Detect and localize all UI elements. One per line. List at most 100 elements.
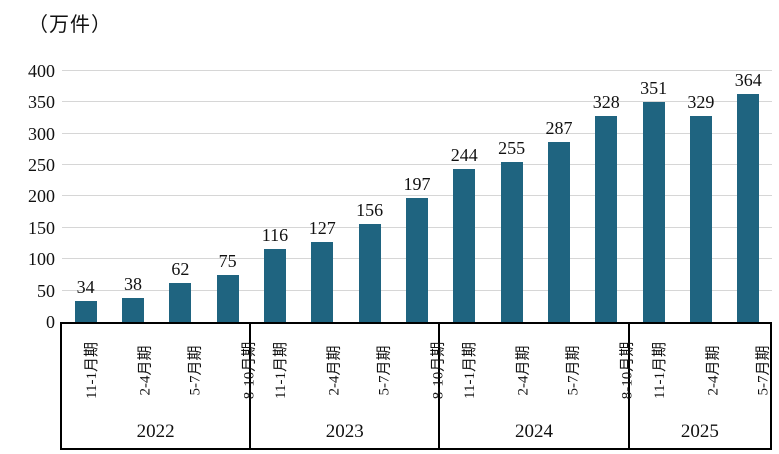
y-axis-tick-label: 150: [28, 218, 55, 238]
x-axis-quarter-label: 8-10月期: [619, 341, 636, 399]
x-axis-quarter-cell: 11-1月期: [251, 324, 308, 416]
year-group: 11-1月期 2-4月期 5-7月期 2025: [630, 324, 773, 448]
bar-value-label: 116: [261, 225, 289, 245]
x-axis-quarter-label: 2-4月期: [137, 345, 154, 395]
x-axis-quarter-cell: 5-7月期: [169, 324, 219, 416]
x-axis-quarter-cell: 2-4月期: [497, 324, 547, 416]
x-axis-quarter-label: 5-7月期: [565, 345, 582, 395]
y-axis-tick-label: 350: [28, 92, 55, 112]
bar-value-label: 127: [308, 218, 336, 238]
bar: [737, 94, 760, 322]
bar: [121, 298, 144, 322]
bar-slot: 328: [583, 71, 630, 322]
y-axis-tick-label: 100: [28, 249, 55, 269]
y-axis-tick-label: 250: [28, 155, 55, 175]
x-axis-quarter-label: 2-4月期: [326, 345, 343, 395]
gridline: [62, 164, 772, 165]
x-axis-quarter-cell: 11-1月期: [62, 324, 119, 416]
x-axis-category-table: 11-1月期 2-4月期 5-7月期 8-10月期 2022 11-1月期 2-4月期 5-7…: [60, 322, 773, 450]
bar: [453, 169, 476, 322]
quarter-label-row: 11-1月期 2-4月期 5-7月期: [630, 324, 771, 416]
bar-value-label: 255: [498, 138, 526, 158]
bar: [689, 116, 712, 322]
bar-slot: 287: [535, 71, 582, 322]
x-axis-quarter-label: 11-1月期: [83, 341, 100, 399]
bar-slot: 329: [677, 71, 724, 322]
quarter-label-row: 11-1月期 2-4月期 5-7月期 8-10月期: [440, 324, 635, 416]
y-axis-tick-label: 400: [28, 61, 55, 81]
plot-area: 34 38 62 75 116 127 156 197 244 255 287 328 351 329 36…: [62, 70, 772, 322]
y-axis-tick-label: 50: [37, 281, 55, 301]
bar-slot: 255: [488, 71, 535, 322]
x-axis-quarter-cell: 5-7月期: [737, 324, 779, 416]
x-axis-quarter-label: 11-1月期: [273, 341, 290, 399]
bar-series: 34 38 62 75 116 127 156 197 244 255 287 328 351 329 36…: [62, 70, 772, 322]
x-axis-quarter-label: 8-10月期: [430, 341, 447, 399]
bar-slot: 244: [441, 71, 488, 322]
bar-slot: 127: [299, 71, 346, 322]
bar-value-label: 364: [734, 70, 762, 90]
bar: [358, 224, 381, 322]
x-axis-quarter-label: 2-4月期: [705, 345, 722, 395]
bar-value-label: 244: [450, 145, 478, 165]
bar-value-label: 329: [687, 92, 715, 112]
bar-value-label: 287: [545, 118, 573, 138]
bar-slot: 364: [725, 70, 772, 322]
y-axis: 0 50 100 150 200 250 300 350 400: [0, 0, 55, 454]
bar: [595, 116, 618, 322]
x-axis-year-label: 2023: [325, 421, 364, 442]
x-axis-quarter-label: 11-1月期: [651, 341, 668, 399]
bar-value-label: 75: [218, 251, 237, 271]
bar-slot: 38: [109, 71, 156, 322]
x-axis-quarter-cell: 5-7月期: [358, 324, 408, 416]
x-axis-year-label: 2024: [515, 421, 553, 442]
x-axis-quarter-label: 5-7月期: [755, 345, 772, 395]
quarter-label-row: 11-1月期 2-4月期 5-7月期 8-10月期: [62, 324, 257, 416]
bar-value-label: 38: [123, 274, 142, 294]
bar-value-label: 156: [356, 200, 384, 220]
quarter-label-row: 11-1月期 2-4月期 5-7月期 8-10月期: [251, 324, 446, 416]
bar-slot: 156: [346, 71, 393, 322]
x-axis-quarter-label: 8-10月期: [241, 341, 258, 399]
bar-slot: 197: [393, 71, 440, 322]
x-axis-quarter-cell: 2-4月期: [119, 324, 169, 416]
x-axis-quarter-cell: 2-4月期: [308, 324, 358, 416]
bar-value-label: 351: [640, 78, 668, 98]
gridline: [62, 101, 772, 102]
y-axis-tick-label: 0: [46, 312, 55, 332]
y-axis-tick-label: 300: [28, 124, 55, 144]
bar-slot: 75: [204, 71, 251, 322]
bar: [263, 249, 286, 322]
bar-value-label: 34: [76, 277, 95, 297]
x-axis-year-label: 2022: [136, 421, 175, 442]
x-axis-quarter-cell: 11-1月期: [630, 324, 687, 416]
year-group: 11-1月期 2-4月期 5-7月期 8-10月期 2024: [440, 324, 636, 448]
bar-slot: 351: [630, 71, 677, 322]
bar: [500, 162, 523, 322]
y-axis-tick-label: 200: [28, 186, 55, 206]
x-axis-quarter-cell: 5-7月期: [547, 324, 597, 416]
gridline: [62, 195, 772, 196]
x-axis-quarter-label: 2-4月期: [515, 345, 532, 395]
bar-value-label: 62: [171, 259, 190, 279]
year-group: 11-1月期 2-4月期 5-7月期 8-10月期 2023: [251, 324, 446, 448]
bar-value-label: 197: [403, 174, 431, 194]
year-group: 11-1月期 2-4月期 5-7月期 8-10月期 2022: [62, 324, 257, 448]
bar: [311, 242, 334, 322]
bar: [74, 301, 97, 322]
bar: [547, 142, 570, 322]
bar: [405, 198, 428, 322]
x-axis-quarter-cell: 2-4月期: [687, 324, 737, 416]
gridline: [62, 133, 772, 134]
bar-slot: 116: [251, 71, 298, 322]
gridline: [62, 70, 772, 71]
x-axis-quarter-cell: 11-1月期: [440, 324, 497, 416]
x-axis-year-label: 2025: [680, 421, 719, 442]
x-axis-quarter-label: 5-7月期: [187, 345, 204, 395]
bar: [642, 102, 665, 322]
x-axis-quarter-label: 11-1月期: [462, 341, 479, 399]
bar-value-label: 328: [592, 92, 620, 112]
x-axis-quarter-label: 5-7月期: [376, 345, 393, 395]
y-axis-unit-label: （万件）: [28, 14, 112, 36]
